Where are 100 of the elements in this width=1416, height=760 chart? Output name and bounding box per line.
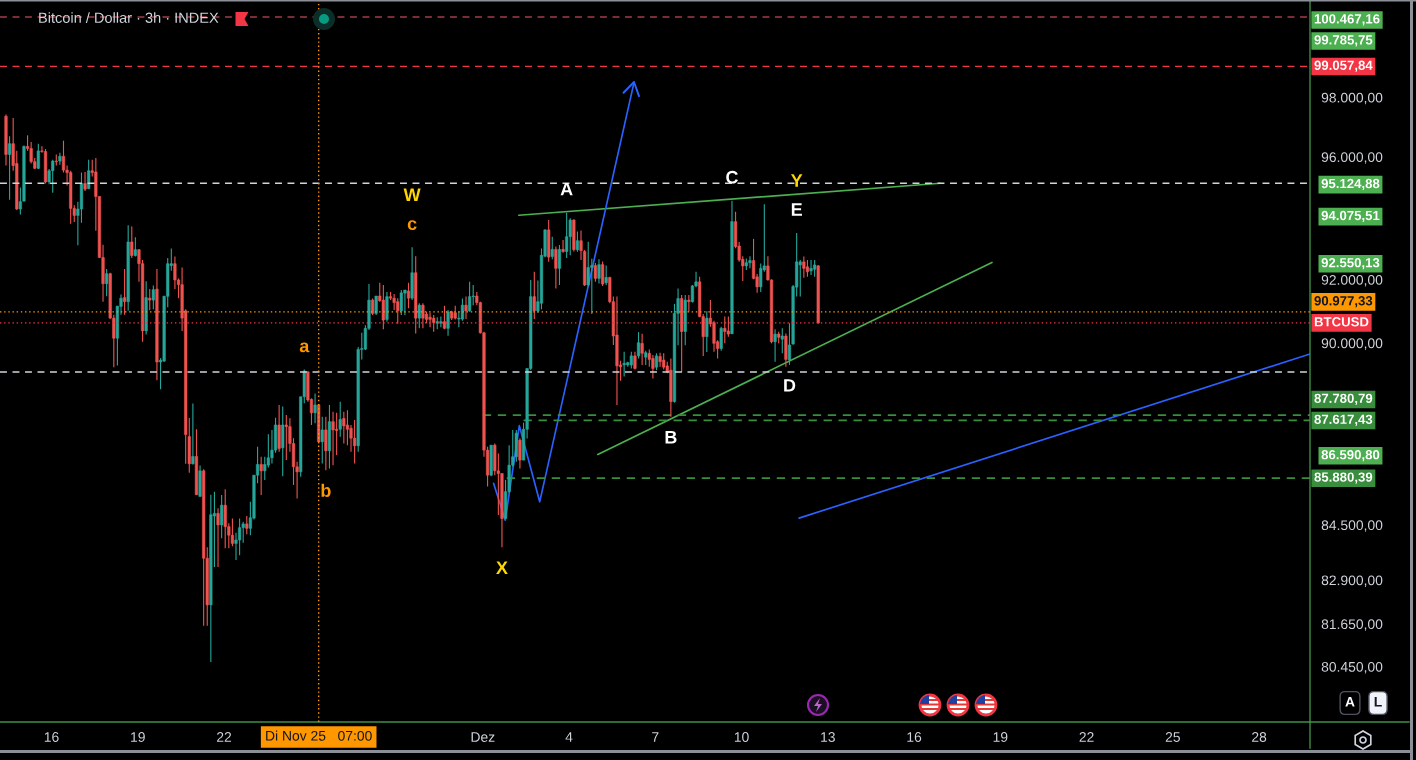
candlestick	[396, 297, 400, 325]
y-tick-label: 86.590,80	[1321, 449, 1380, 462]
candlestick	[8, 135, 12, 201]
candlestick	[575, 230, 579, 253]
candlestick	[550, 236, 554, 260]
candlestick	[748, 255, 752, 269]
data-label: 87.617,43	[1314, 414, 1373, 426]
y-tick-label: 84.500,00	[1321, 520, 1383, 532]
ref-line-label: 99.057,84	[1314, 60, 1373, 72]
candlestick	[417, 302, 421, 329]
x-tick-label: Dez	[471, 732, 495, 742]
candlestick	[622, 351, 626, 378]
text: L	[1374, 697, 1382, 707]
candlestick	[604, 265, 608, 286]
ref-line-label: Di Nov 25 07:00	[266, 730, 372, 741]
candlestick	[561, 239, 565, 254]
candlestick	[353, 419, 357, 465]
x-tick-label: 10	[734, 732, 749, 742]
x-tick-label: 16	[44, 732, 59, 742]
y-tick-label: 98.000,00	[1321, 92, 1383, 105]
candlestick	[597, 258, 601, 284]
candlestick	[784, 332, 788, 368]
y-tick-label: 94.075,51	[1321, 210, 1380, 223]
candlestick	[565, 212, 569, 259]
x-tick-label: 28	[1252, 732, 1267, 742]
y-tick-label: 90.000,00	[1321, 338, 1383, 350]
candlestick	[636, 331, 641, 360]
candlestick	[403, 289, 407, 316]
ref-line-label: 90.977,33	[1314, 296, 1373, 308]
candlestick	[313, 392, 317, 424]
annotation: X	[496, 561, 508, 574]
candlestick	[518, 437, 522, 470]
x-tick-label: 13	[821, 732, 835, 742]
candlestick	[223, 488, 227, 549]
candlestick	[320, 416, 324, 465]
candlestick	[123, 268, 127, 316]
candlestick	[216, 507, 220, 568]
candlestick	[406, 282, 411, 309]
candlestick	[230, 517, 234, 547]
y-tick-label: 80.450,00	[1321, 661, 1383, 674]
text: 99.785,75	[1314, 35, 1373, 47]
annotation: Y	[790, 174, 803, 187]
candlestick	[593, 262, 597, 283]
candlestick	[58, 152, 62, 166]
candlestick	[105, 268, 109, 297]
candlestick	[338, 401, 342, 438]
candlestick	[281, 405, 285, 477]
candlestick	[601, 260, 605, 287]
annotation: B	[665, 430, 677, 444]
candlestick	[399, 289, 403, 316]
candlestick	[723, 315, 727, 344]
text: A	[1345, 697, 1355, 707]
y-tick-label: 82.900,00	[1321, 575, 1383, 587]
ref-line-label: BTCUSD	[1314, 317, 1369, 327]
x-tick-label: 25	[1165, 732, 1180, 742]
candlestick	[245, 515, 249, 535]
candlestick	[324, 416, 328, 471]
annotation: a	[299, 342, 310, 353]
candlestick	[719, 326, 723, 352]
candlestick	[464, 296, 468, 320]
candlestick	[51, 159, 55, 194]
candlestick	[83, 171, 87, 192]
candlestick	[284, 414, 288, 461]
data-label: 85.880,39	[1314, 472, 1373, 484]
candlestick	[773, 328, 777, 363]
candlestick	[381, 284, 385, 330]
candlestick	[421, 302, 425, 329]
text: Bitcoin / Dollar · 3h · INDEX	[39, 12, 219, 23]
candlestick	[385, 291, 389, 323]
candlestick	[439, 315, 443, 328]
candlestick	[568, 217, 572, 256]
candlestick	[220, 494, 224, 539]
annotation: C	[726, 170, 738, 184]
candlestick	[335, 412, 339, 456]
x-tick-label: 22	[217, 732, 232, 742]
x-tick-label: 19	[131, 732, 145, 742]
candlestick	[428, 312, 432, 328]
y-tick-label: 95.124,88	[1321, 178, 1380, 191]
y-tick-label: 81.650,00	[1321, 619, 1383, 631]
candlestick	[342, 411, 346, 445]
x-tick-label: 7	[652, 732, 659, 742]
candlestick	[532, 271, 536, 320]
x-tick-label: 16	[907, 732, 922, 742]
y-tick-label: 92.550,13	[1321, 258, 1380, 270]
candlestick	[514, 429, 518, 463]
candlestick	[809, 259, 813, 276]
candlestick	[658, 352, 662, 368]
candlestick	[468, 281, 472, 313]
x-tick-label: 4	[565, 732, 573, 742]
candlestick	[331, 411, 335, 466]
text: 100.467,16	[1314, 14, 1380, 26]
candlestick	[133, 236, 137, 258]
annotation: W	[403, 188, 421, 201]
candlestick	[238, 517, 242, 556]
annotation: E	[791, 203, 802, 216]
annotation: A	[560, 182, 573, 196]
x-tick-label: 19	[993, 732, 1008, 742]
candlestick	[705, 310, 709, 353]
annotation: D	[784, 379, 796, 392]
candlestick	[446, 309, 450, 337]
